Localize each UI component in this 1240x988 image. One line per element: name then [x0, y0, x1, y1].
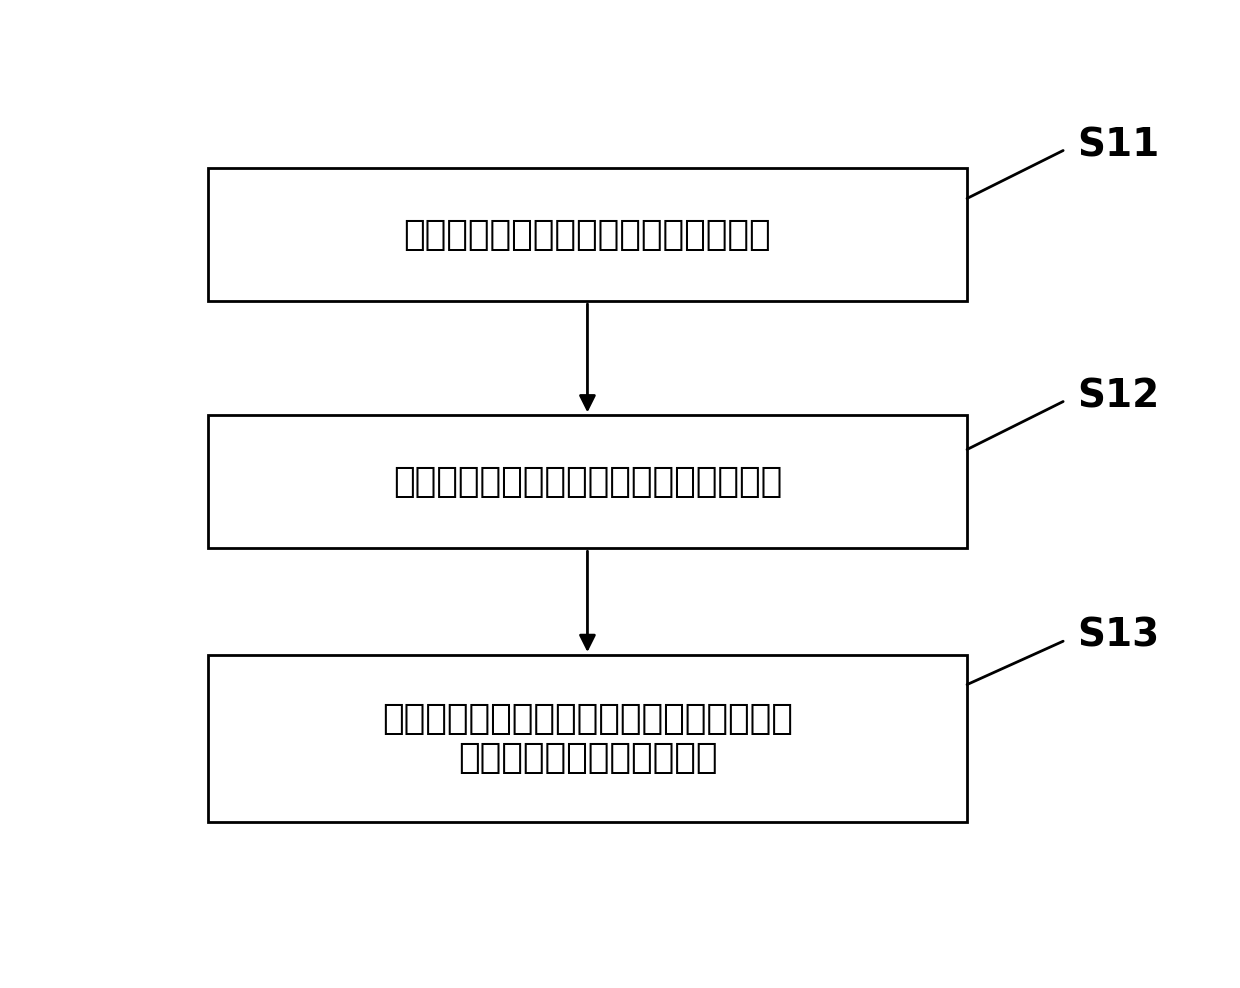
- Bar: [208, 168, 967, 301]
- Text: S11: S11: [1078, 126, 1159, 164]
- Text: 从坩埚中取出铺设模具本体，并沿坩埚底部
的已铺设区域铺设单晶籽晶: 从坩埚中取出铺设模具本体，并沿坩埚底部 的已铺设区域铺设单晶籽晶: [382, 701, 792, 776]
- Text: S13: S13: [1078, 617, 1159, 655]
- Text: S12: S12: [1078, 377, 1159, 415]
- Text: 将单晶籽晶铺设在铺设模具本体的通孔处: 将单晶籽晶铺设在铺设模具本体的通孔处: [393, 464, 782, 499]
- Bar: [208, 655, 967, 822]
- Text: 将铺设模具本体居中放置在坩埚的底部: 将铺设模具本体居中放置在坩埚的底部: [404, 217, 771, 252]
- Bar: [208, 415, 967, 548]
